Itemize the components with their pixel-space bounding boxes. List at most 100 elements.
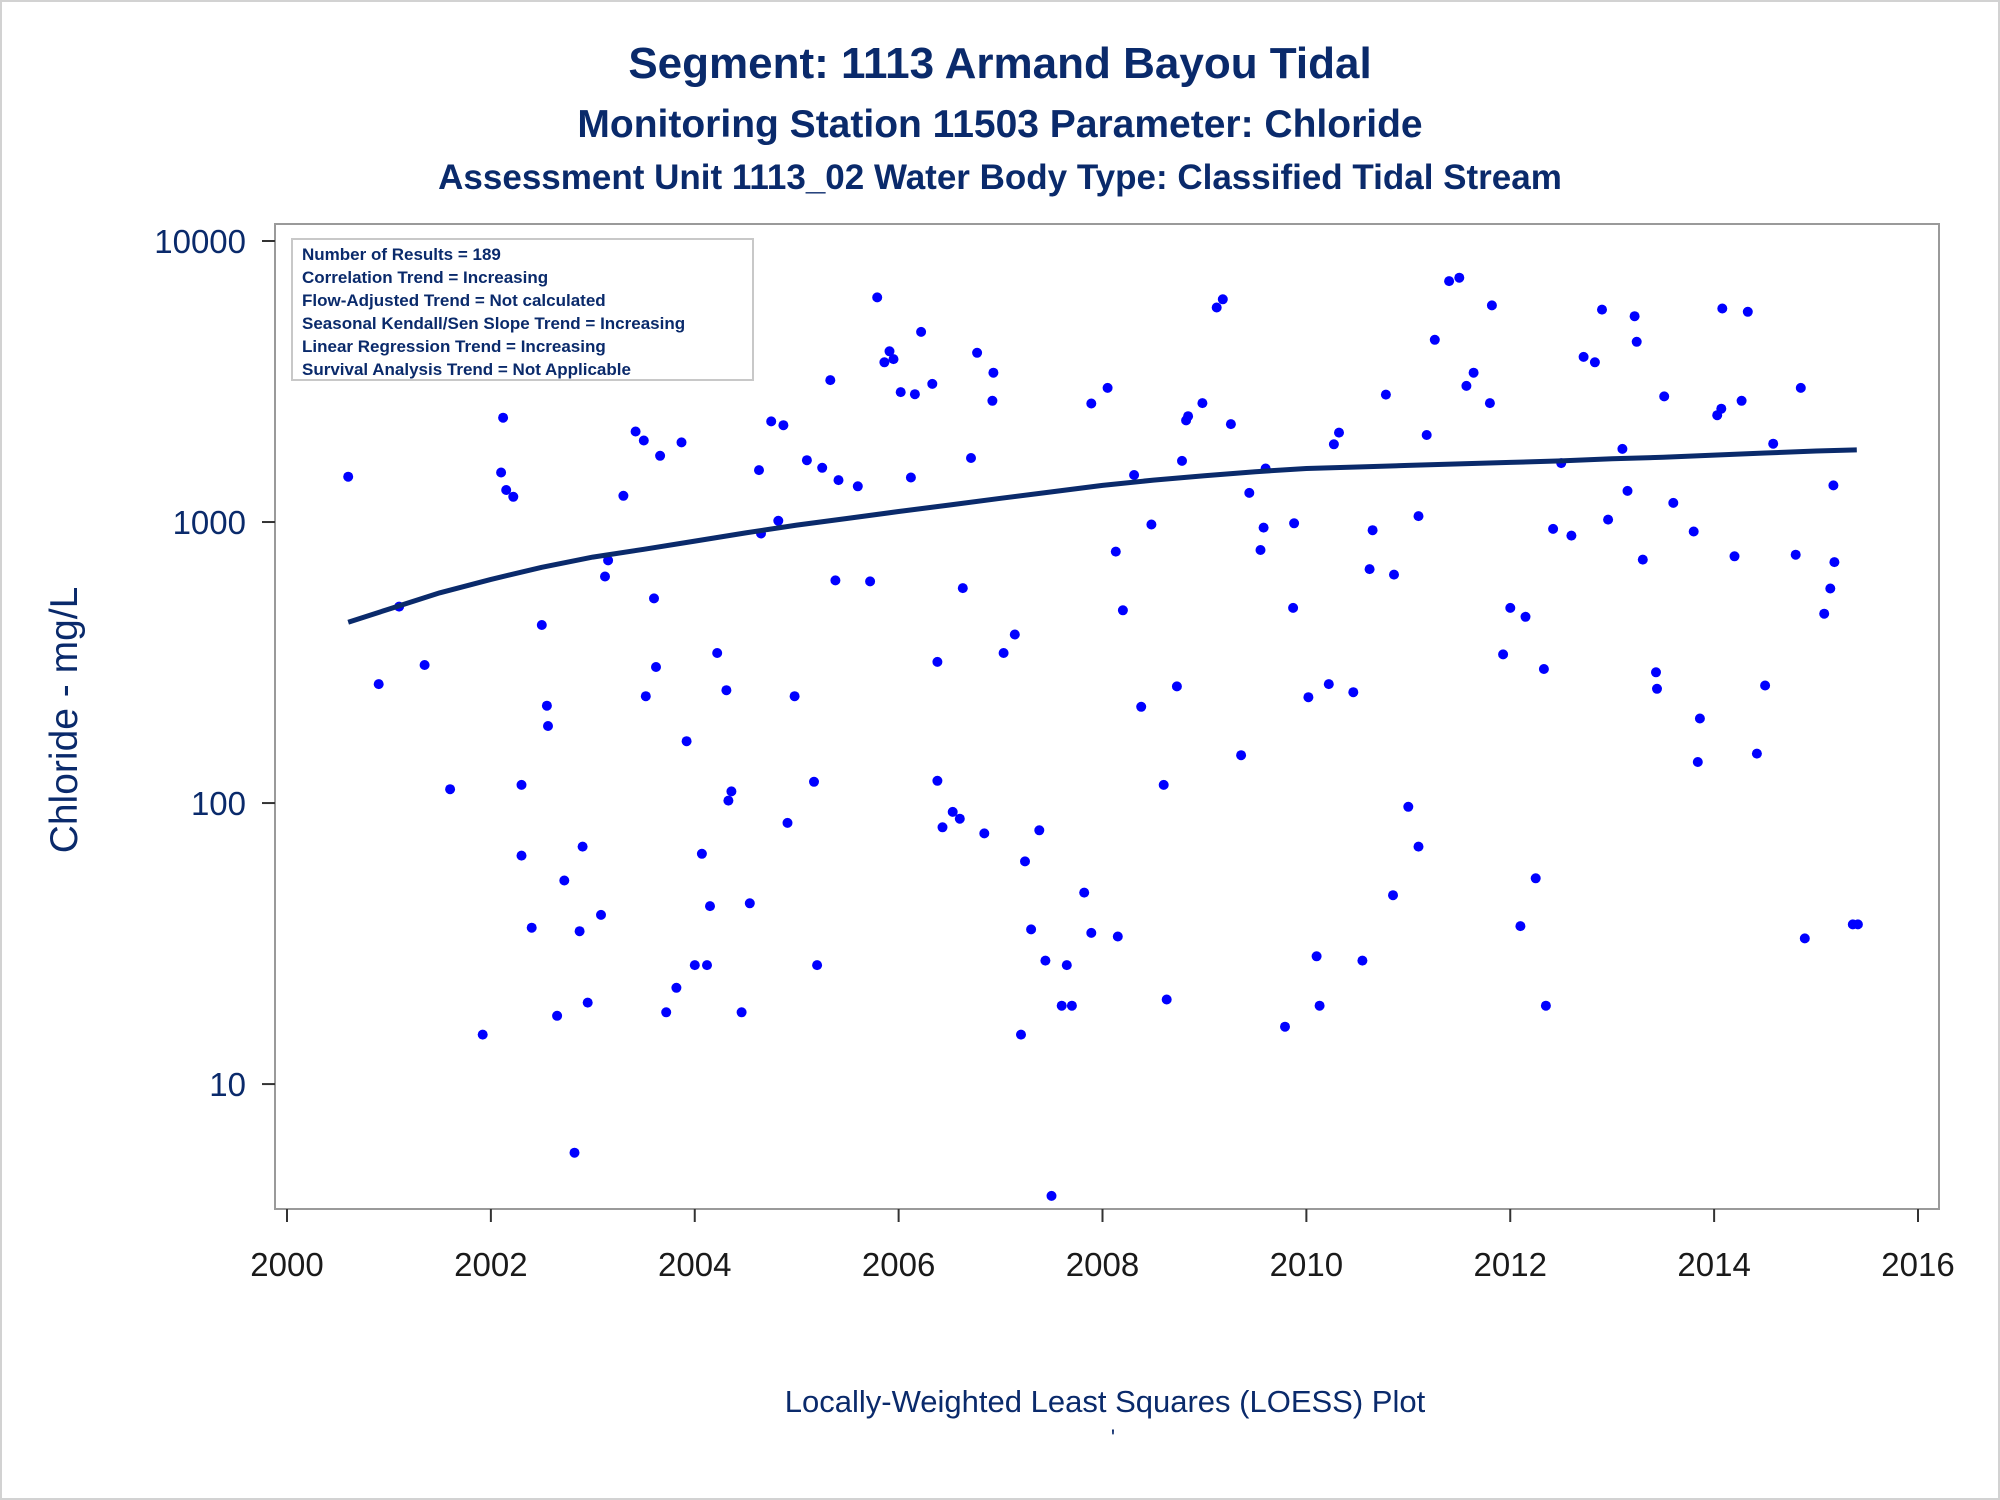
data-point xyxy=(1177,455,1187,466)
data-point xyxy=(884,346,895,357)
data-point xyxy=(1086,398,1097,409)
data-point xyxy=(1668,497,1679,508)
data-point xyxy=(1799,933,1810,944)
data-point xyxy=(1505,602,1516,613)
data-point xyxy=(1314,1000,1325,1011)
data-point xyxy=(998,648,1009,658)
data-point xyxy=(1158,779,1169,790)
data-point xyxy=(947,806,958,817)
data-point xyxy=(498,412,509,423)
data-point xyxy=(782,817,793,828)
data-point xyxy=(618,490,629,501)
data-point xyxy=(954,813,965,824)
data-point xyxy=(526,922,537,933)
data-point xyxy=(1112,931,1123,942)
data-point xyxy=(1217,294,1228,305)
data-point xyxy=(1020,856,1030,867)
data-point xyxy=(830,575,841,586)
chart-footnote: Locally-Weighted Least Squares (LOESS) P… xyxy=(785,1384,1426,1419)
data-point xyxy=(1622,485,1633,496)
data-point xyxy=(1828,480,1839,491)
data-point xyxy=(1692,757,1703,767)
data-point xyxy=(649,593,659,604)
data-point xyxy=(552,1010,563,1021)
data-point xyxy=(1716,403,1727,414)
data-point xyxy=(1061,960,1072,971)
data-point xyxy=(812,960,823,971)
data-points xyxy=(343,272,1863,1201)
data-point xyxy=(651,662,661,672)
data-point xyxy=(516,779,527,790)
data-point xyxy=(1079,887,1090,898)
x-tick-label: 2012 xyxy=(1474,1246,1547,1283)
data-point xyxy=(1034,825,1045,836)
data-point xyxy=(676,437,687,448)
x-tick-label: 2000 xyxy=(250,1246,323,1283)
data-point xyxy=(1046,1190,1057,1201)
data-point xyxy=(932,656,943,667)
data-point xyxy=(1652,683,1662,694)
data-point xyxy=(1651,667,1661,678)
loess-curve-layer xyxy=(347,447,1857,625)
data-point xyxy=(541,700,552,711)
data-point xyxy=(536,620,547,630)
data-point xyxy=(1066,1000,1077,1011)
data-point xyxy=(1729,551,1740,562)
data-point xyxy=(574,926,585,937)
data-point xyxy=(516,850,527,861)
data-point xyxy=(501,485,512,495)
data-point xyxy=(817,462,828,473)
data-point xyxy=(825,375,836,386)
data-point xyxy=(1367,525,1378,536)
data-point xyxy=(1328,439,1339,450)
x-tick-label: 2002 xyxy=(454,1246,527,1283)
data-point xyxy=(778,420,789,431)
x-tick-label: 2014 xyxy=(1677,1246,1750,1283)
data-point xyxy=(1631,336,1642,347)
data-point xyxy=(1348,687,1359,698)
data-point xyxy=(754,465,764,476)
data-point xyxy=(638,435,649,446)
data-point xyxy=(736,1007,747,1018)
x-axis: 2000 2002 2004 2006 2008 2010 2012 2014 2016 xyxy=(250,1209,1955,1283)
legend-line: Number of Results = 189 xyxy=(302,245,501,264)
data-point xyxy=(689,960,700,971)
data-point xyxy=(1323,679,1334,690)
data-point xyxy=(712,648,723,658)
data-point xyxy=(582,997,593,1008)
data-point xyxy=(1413,511,1424,522)
data-point xyxy=(1742,306,1753,317)
data-point xyxy=(1444,276,1455,287)
data-point xyxy=(1520,611,1531,622)
data-point xyxy=(1334,427,1344,438)
data-point xyxy=(603,555,614,566)
data-point xyxy=(773,515,784,526)
data-point xyxy=(723,795,734,806)
data-point xyxy=(1538,664,1549,674)
data-point xyxy=(1413,841,1424,852)
data-point xyxy=(1795,382,1806,393)
data-point xyxy=(1086,927,1097,938)
data-point xyxy=(1468,367,1479,378)
data-point xyxy=(1617,443,1628,454)
data-point xyxy=(1688,526,1699,537)
data-point xyxy=(1790,549,1801,560)
data-point xyxy=(702,960,712,971)
data-point xyxy=(1211,302,1222,313)
data-point xyxy=(696,848,707,859)
data-point xyxy=(1603,514,1614,525)
data-point xyxy=(872,292,883,303)
data-point xyxy=(1364,564,1375,575)
data-point xyxy=(543,721,553,731)
data-point xyxy=(895,387,906,398)
data-point xyxy=(1102,382,1113,393)
data-point xyxy=(640,691,651,702)
data-point xyxy=(343,471,354,482)
data-point xyxy=(721,685,732,696)
data-point xyxy=(1289,518,1300,529)
data-point xyxy=(373,679,384,690)
data-point xyxy=(766,416,777,427)
data-point xyxy=(1129,470,1140,480)
data-point xyxy=(1454,272,1465,283)
data-point xyxy=(972,347,983,358)
